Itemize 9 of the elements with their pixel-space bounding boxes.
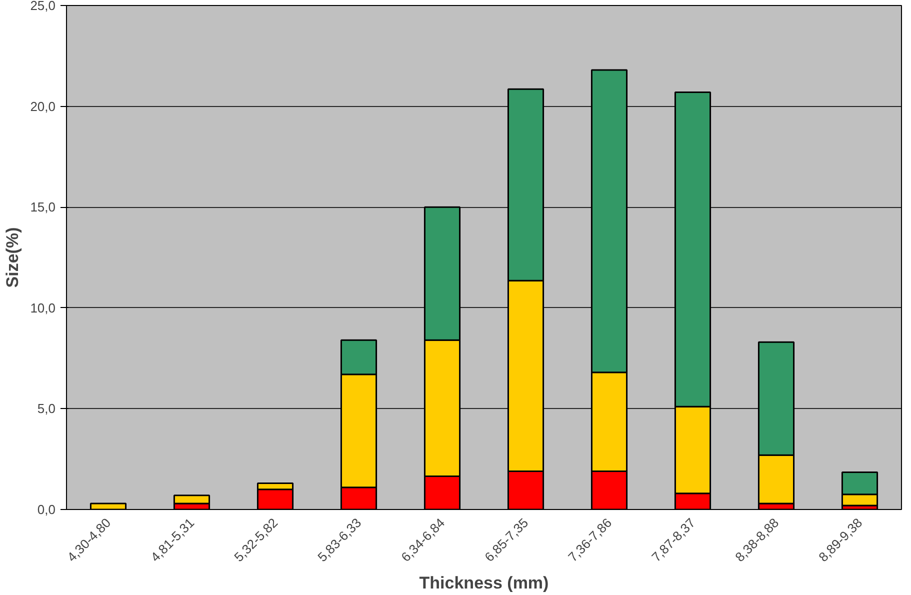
y-tick-label: 25,0 [30,0,56,13]
bar [90,502,127,510]
y-tick-label: 0,0 [37,502,56,517]
y-tick-label: 10,0 [30,300,56,316]
y-tick-label: 5,0 [37,401,56,416]
y-axis-title: Size(%) [3,227,22,288]
y-tick-label: 15,0 [30,200,56,215]
x-axis-title: Thickness (mm) [419,574,549,593]
y-tick-label: 20,0 [30,98,56,114]
